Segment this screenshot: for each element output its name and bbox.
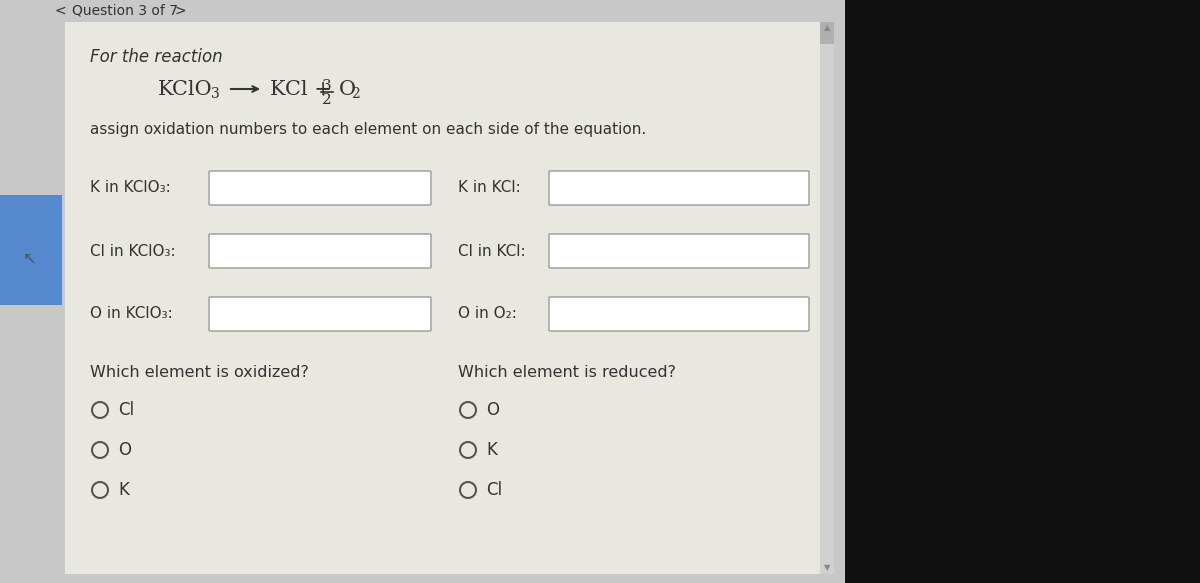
Text: Cl in KCl:: Cl in KCl:	[458, 244, 526, 258]
Bar	[820, 22, 834, 574]
FancyBboxPatch shape	[209, 297, 431, 331]
Bar	[0, 195, 62, 305]
Text: assign oxidation numbers to each element on each side of the equation.: assign oxidation numbers to each element…	[90, 122, 647, 137]
Text: <: <	[55, 4, 67, 18]
Text: Cl: Cl	[486, 481, 502, 499]
FancyBboxPatch shape	[550, 234, 809, 268]
Text: 3: 3	[211, 87, 220, 101]
Text: Cl: Cl	[118, 401, 134, 419]
Text: 2: 2	[322, 93, 332, 107]
Text: KClO: KClO	[158, 80, 212, 99]
Text: 3: 3	[322, 79, 332, 93]
Text: Question 3 of 7: Question 3 of 7	[72, 4, 178, 18]
Text: 2: 2	[352, 87, 360, 101]
Text: K: K	[118, 481, 128, 499]
Bar	[0, 0, 845, 22]
Bar	[65, 22, 832, 574]
Text: ▲: ▲	[823, 23, 830, 33]
Text: KCl +: KCl +	[270, 80, 332, 99]
Text: K: K	[486, 441, 497, 459]
Bar	[820, 22, 834, 44]
Text: For the reaction: For the reaction	[90, 48, 223, 66]
Text: ▼: ▼	[823, 564, 830, 573]
Text: O: O	[340, 80, 356, 99]
Text: Cl in KClO₃:: Cl in KClO₃:	[90, 244, 175, 258]
Text: O: O	[118, 441, 131, 459]
Text: ↖: ↖	[23, 249, 37, 267]
FancyBboxPatch shape	[550, 171, 809, 205]
Text: O: O	[486, 401, 499, 419]
Text: >: >	[175, 4, 187, 18]
FancyBboxPatch shape	[209, 171, 431, 205]
FancyBboxPatch shape	[209, 234, 431, 268]
FancyBboxPatch shape	[550, 297, 809, 331]
Bar	[845, 0, 1200, 583]
Text: K in KClO₃:: K in KClO₃:	[90, 181, 170, 195]
Text: Which element is oxidized?: Which element is oxidized?	[90, 365, 308, 380]
Text: O in KClO₃:: O in KClO₃:	[90, 307, 173, 321]
Text: O in O₂:: O in O₂:	[458, 307, 517, 321]
Text: K in KCl:: K in KCl:	[458, 181, 521, 195]
Text: Which element is reduced?: Which element is reduced?	[458, 365, 676, 380]
